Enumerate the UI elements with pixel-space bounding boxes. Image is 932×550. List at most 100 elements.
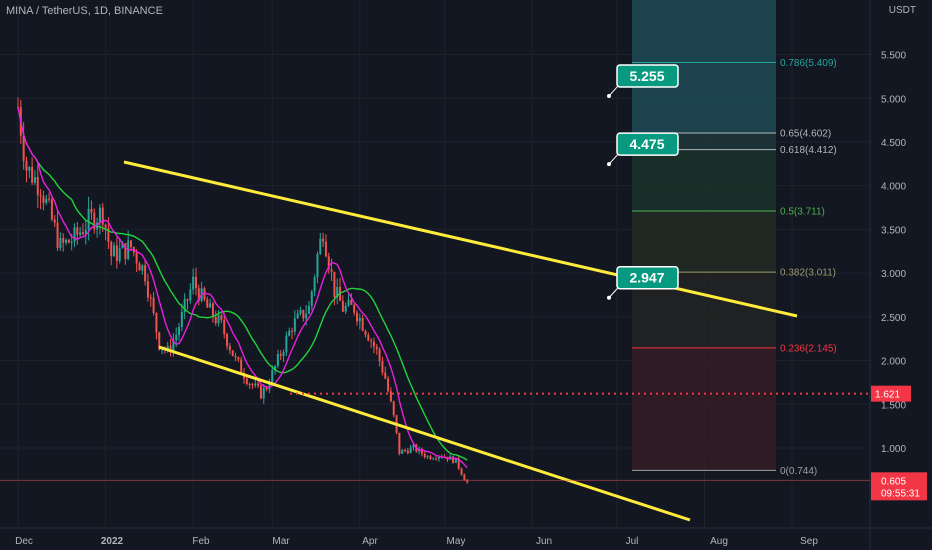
y-tick-label: 4.000 xyxy=(881,182,906,193)
candle-body xyxy=(364,330,367,335)
candle-body xyxy=(457,458,460,469)
candle-body xyxy=(84,229,87,235)
candle-body xyxy=(381,361,384,373)
candle-body xyxy=(146,281,149,298)
candle-body xyxy=(169,345,172,352)
candle-body xyxy=(192,276,195,290)
target-pointer xyxy=(608,153,619,165)
price-marker-label: 1.621 xyxy=(875,390,900,401)
candle-body xyxy=(251,384,254,386)
candle-body xyxy=(296,313,299,319)
candle-body xyxy=(367,334,370,341)
x-tick-label: Mar xyxy=(272,536,290,547)
candle-body xyxy=(31,167,34,183)
candle-body xyxy=(234,356,237,358)
target-dot xyxy=(607,162,611,167)
candle-body xyxy=(76,227,79,235)
candle-body xyxy=(452,456,455,463)
candle-body xyxy=(435,458,438,460)
channel-lower-line xyxy=(158,345,691,522)
candle-body xyxy=(350,299,353,305)
candle-body xyxy=(62,238,65,243)
candle-body xyxy=(217,315,220,324)
candle-body xyxy=(460,468,463,475)
candle-body xyxy=(463,474,466,481)
candle-body xyxy=(90,208,93,213)
candle-body xyxy=(33,176,36,183)
candle-body xyxy=(194,276,197,289)
candle-body xyxy=(347,299,350,306)
target-dot xyxy=(607,93,611,98)
candle-body xyxy=(392,401,395,416)
candle-body xyxy=(87,208,90,230)
candle-body xyxy=(59,238,62,249)
candle-body xyxy=(197,288,200,302)
candle-body xyxy=(310,291,313,307)
candle-body xyxy=(454,458,457,463)
candle-body xyxy=(25,160,28,171)
candle-body xyxy=(172,340,175,352)
x-tick-label: Jul xyxy=(626,536,639,547)
channel-upper-line xyxy=(123,160,798,318)
candle-body xyxy=(358,318,361,322)
fib-zone xyxy=(632,149,776,211)
fib-zone xyxy=(632,210,776,273)
candle-body xyxy=(356,312,358,322)
candle-body xyxy=(73,227,76,242)
candle-body xyxy=(302,310,305,319)
candle-body xyxy=(316,254,319,278)
candle-body xyxy=(404,449,407,451)
ma-slow-line xyxy=(17,107,468,461)
candle-body xyxy=(401,449,404,454)
candle-body xyxy=(293,318,296,332)
target-pointer xyxy=(608,85,619,97)
candle-body xyxy=(378,349,381,362)
candle-body xyxy=(135,252,138,264)
price-axis xyxy=(870,0,932,550)
candle-body xyxy=(344,305,347,312)
y-tick-label: 4.500 xyxy=(881,138,906,149)
candle-body xyxy=(183,299,186,312)
target-box xyxy=(616,265,679,290)
candle-body xyxy=(203,288,206,300)
candle-body xyxy=(228,346,231,351)
candle-body xyxy=(426,456,429,458)
candle-body xyxy=(110,242,113,257)
candle-body xyxy=(336,286,339,298)
candle-body xyxy=(115,245,118,261)
candle-body xyxy=(245,378,248,384)
candle-body xyxy=(274,365,277,370)
x-tick-label: Feb xyxy=(192,536,210,547)
candle-body xyxy=(361,318,364,331)
y-tick-label: 5.500 xyxy=(881,51,906,62)
candle-body xyxy=(466,480,469,483)
candle-body xyxy=(36,176,39,195)
candle-body xyxy=(28,167,31,171)
candle-body xyxy=(370,340,373,342)
currency-label: USDT xyxy=(888,5,916,16)
target-callout: 5.255 xyxy=(607,64,679,98)
candle-body xyxy=(333,271,336,298)
candle-body xyxy=(341,300,344,312)
y-tick-label: 2.000 xyxy=(881,357,906,368)
candle-body xyxy=(226,333,229,347)
candle-body xyxy=(257,383,260,386)
candle-body xyxy=(276,354,279,366)
candle-body xyxy=(223,320,226,334)
candle-body xyxy=(178,326,181,335)
candle-body xyxy=(98,207,101,223)
candle-body xyxy=(327,256,330,270)
candle-body xyxy=(437,456,440,459)
candle-body xyxy=(240,359,243,373)
candle-body xyxy=(104,224,107,228)
candle-body xyxy=(70,241,73,243)
candle-body xyxy=(322,238,325,242)
candle-body xyxy=(53,219,56,223)
fib-level-label: 0.382(3.011) xyxy=(780,268,836,279)
candle-body xyxy=(307,306,310,314)
symbol-title[interactable]: MINA / TetherUS, 1D, BINANCE xyxy=(6,5,163,17)
candle-body xyxy=(412,444,415,448)
y-tick-label: 1.500 xyxy=(881,400,906,411)
fib-level-label: 0.65(4.602) xyxy=(780,129,831,140)
